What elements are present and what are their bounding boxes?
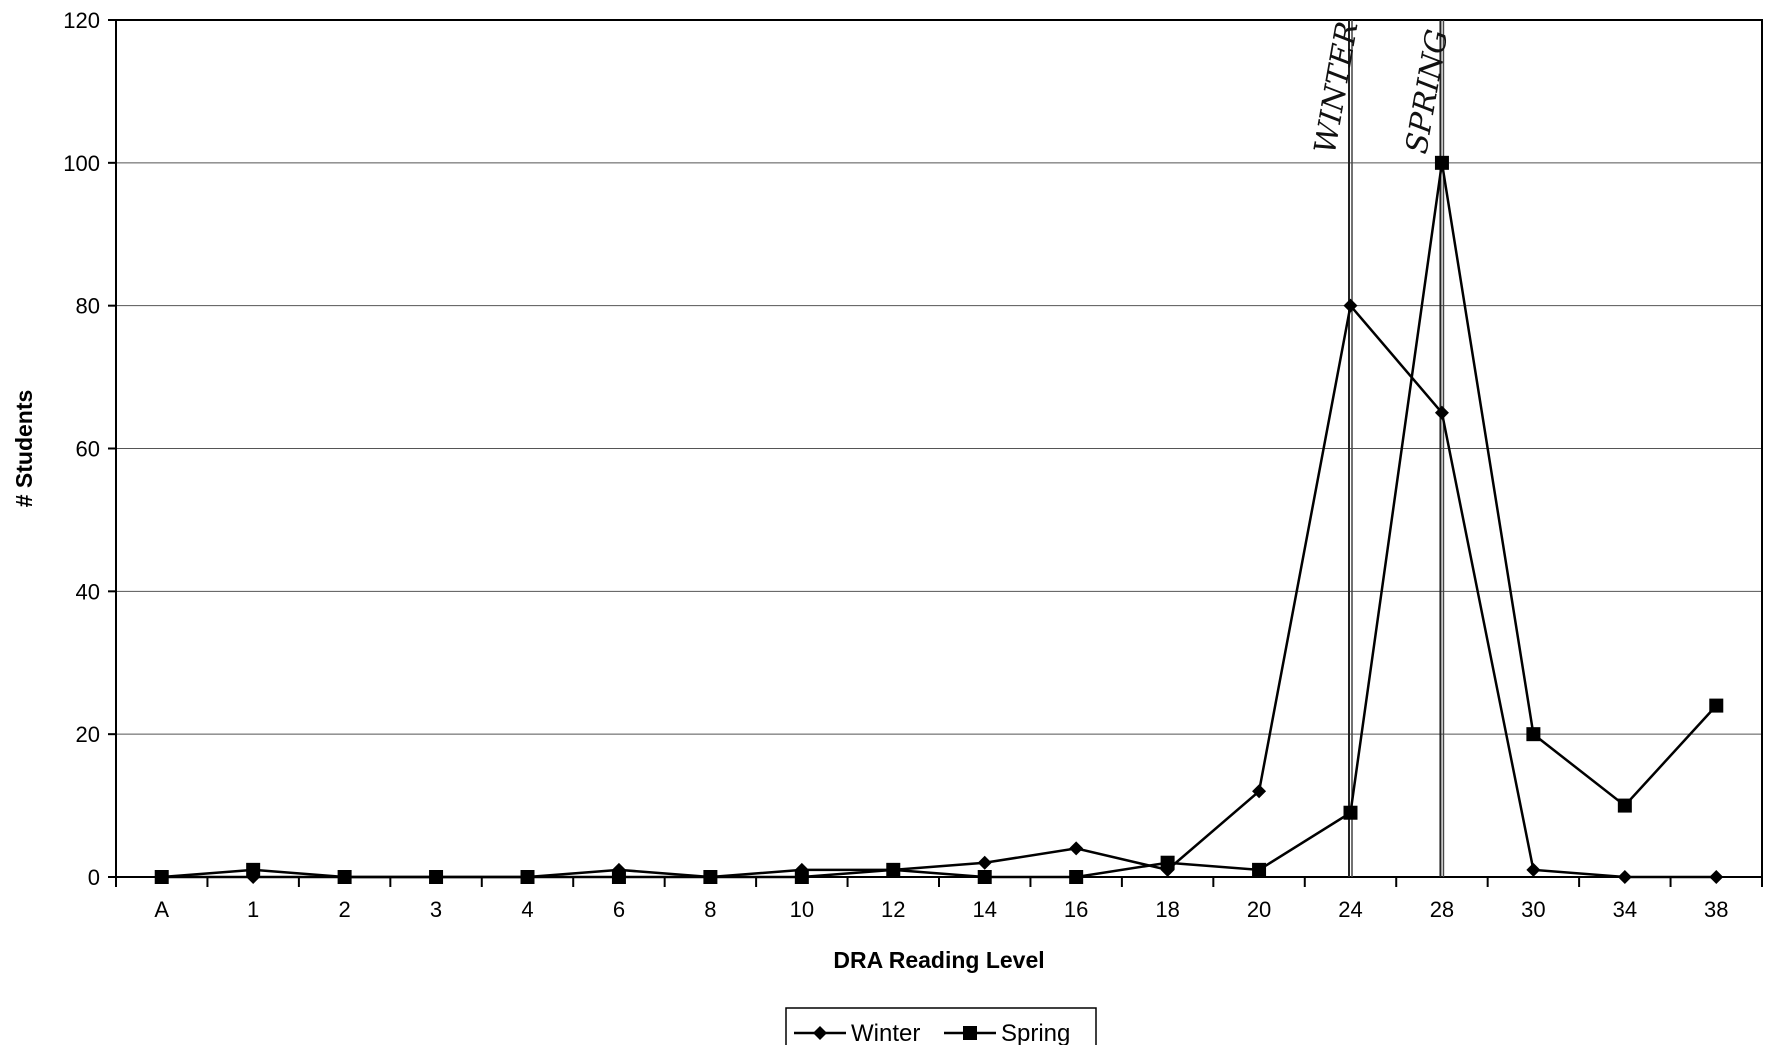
data-point xyxy=(337,870,352,884)
data-point xyxy=(1160,855,1175,870)
y-axis-ticks: 0 20 40 60 80 100 120 xyxy=(63,8,116,890)
data-point xyxy=(429,870,444,884)
data-point xyxy=(1343,298,1358,313)
x-tick-label: 8 xyxy=(704,897,716,922)
data-point xyxy=(1069,870,1084,884)
data-point xyxy=(1617,798,1632,813)
legend-label: Winter xyxy=(851,1020,920,1045)
x-tick-label: 28 xyxy=(1430,897,1454,922)
legend-marker xyxy=(813,1026,827,1040)
x-tick-label: 14 xyxy=(972,897,996,922)
data-point xyxy=(794,870,809,884)
data-point xyxy=(520,870,535,884)
data-point xyxy=(1709,698,1724,713)
data-point xyxy=(977,855,992,870)
x-tick-label: 38 xyxy=(1704,897,1728,922)
y-tick-label: 40 xyxy=(76,579,100,604)
data-point xyxy=(977,870,992,884)
x-tick-label: A xyxy=(154,897,169,922)
data-point xyxy=(1252,862,1267,877)
annotation-lines: WINTER SPRING xyxy=(1308,19,1456,877)
data-point xyxy=(1434,155,1449,170)
data-point xyxy=(703,870,718,884)
data-point xyxy=(1069,841,1084,856)
data-point xyxy=(1434,405,1449,420)
y-tick-label: 80 xyxy=(76,294,100,319)
data-point xyxy=(246,862,261,877)
x-tick-label: 12 xyxy=(881,897,905,922)
annotation-label: WINTER xyxy=(1308,19,1366,156)
x-tick-label: 6 xyxy=(613,897,625,922)
data-point xyxy=(154,870,169,884)
x-axis-title: DRA Reading Level xyxy=(833,947,1044,973)
data-point xyxy=(1526,727,1541,742)
series-line xyxy=(161,162,1718,879)
gridlines xyxy=(116,162,1762,735)
x-axis-ticks: A 1 2 3 4 6 8 10 12 14 16 18 20 24 28 30 34 38 xyxy=(115,877,1763,922)
x-tick-label: 1 xyxy=(247,897,259,922)
series-spring xyxy=(154,155,1724,884)
x-tick-label: 34 xyxy=(1613,897,1637,922)
data-point xyxy=(1343,805,1358,820)
legend-box xyxy=(785,1007,1097,1045)
x-tick-label: 18 xyxy=(1155,897,1179,922)
data-point xyxy=(886,862,901,877)
x-tick-label: 24 xyxy=(1338,897,1362,922)
x-tick-label: 2 xyxy=(338,897,350,922)
y-tick-label: 120 xyxy=(63,8,100,33)
data-point xyxy=(1252,784,1267,799)
x-tick-label: 16 xyxy=(1064,897,1088,922)
data-point xyxy=(1526,862,1541,877)
data-point xyxy=(1709,870,1724,884)
series-layer xyxy=(154,155,1724,884)
data-point xyxy=(1617,870,1632,884)
y-tick-label: 0 xyxy=(88,865,100,890)
legend-marker xyxy=(963,1026,977,1040)
legend: Winter Spring xyxy=(785,1007,1097,1045)
x-tick-label: 20 xyxy=(1247,897,1271,922)
y-tick-label: 20 xyxy=(76,722,100,747)
x-tick-label: 3 xyxy=(430,897,442,922)
legend-item-winter: Winter xyxy=(794,1020,920,1045)
legend-item-spring: Spring xyxy=(944,1020,1070,1045)
y-tick-label: 60 xyxy=(76,437,100,462)
legend-label: Spring xyxy=(1001,1020,1070,1045)
y-axis-title: # Students xyxy=(11,390,37,508)
y-tick-label: 100 xyxy=(63,151,100,176)
annotation-label: SPRING xyxy=(1399,27,1455,157)
x-tick-label: 4 xyxy=(521,897,533,922)
x-tick-label: 10 xyxy=(790,897,814,922)
x-tick-label: 30 xyxy=(1521,897,1545,922)
data-point xyxy=(611,870,626,884)
